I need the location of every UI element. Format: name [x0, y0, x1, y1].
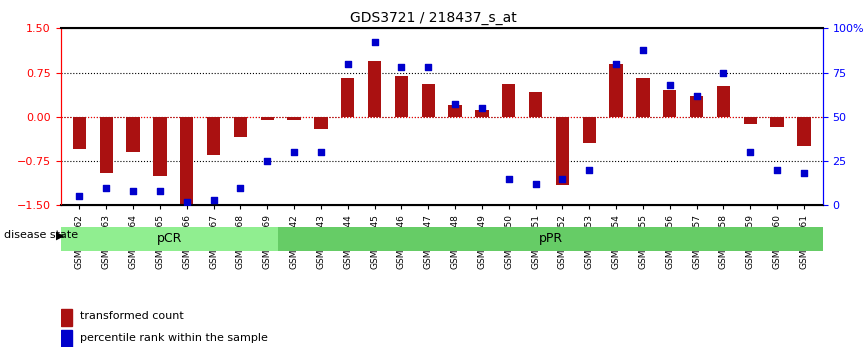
Point [73, 194, 87, 199]
Bar [422, 84, 435, 117]
Point [528, 181, 542, 187]
Point [288, 149, 301, 155]
Point [662, 82, 676, 88]
Bar [771, 117, 784, 127]
Point [314, 149, 328, 155]
Bar [288, 117, 301, 120]
Bar [341, 79, 354, 117]
Text: disease state: disease state [4, 230, 79, 240]
Bar [61, 330, 72, 347]
Point [448, 102, 462, 107]
Point [153, 188, 167, 194]
Point [689, 93, 703, 98]
Point [501, 176, 515, 182]
Point [716, 70, 730, 75]
Bar [100, 117, 113, 173]
Bar [207, 117, 220, 155]
Bar [314, 117, 327, 129]
Bar [610, 64, 623, 117]
Bar [61, 309, 72, 326]
Bar [395, 75, 408, 117]
Bar [73, 117, 86, 149]
Bar [234, 117, 247, 137]
Bar [717, 86, 730, 117]
Bar [449, 105, 462, 117]
Point [770, 167, 784, 173]
Bar [690, 96, 703, 117]
Text: pCR: pCR [157, 233, 182, 245]
Bar [180, 117, 193, 205]
Bar [556, 117, 569, 185]
Bar [368, 61, 381, 117]
Bar [475, 110, 488, 117]
Bar [798, 117, 811, 146]
Point [368, 40, 382, 45]
Bar [502, 84, 515, 117]
FancyBboxPatch shape [61, 227, 278, 251]
Point [126, 188, 140, 194]
Point [797, 171, 811, 176]
Text: ▶: ▶ [56, 230, 65, 240]
Text: pPR: pPR [539, 233, 563, 245]
Point [636, 47, 650, 52]
Point [395, 64, 409, 70]
Bar [583, 117, 596, 143]
FancyBboxPatch shape [278, 227, 823, 251]
Bar [153, 117, 166, 176]
Point [582, 167, 596, 173]
Bar [637, 79, 650, 117]
Bar [663, 90, 676, 117]
Text: GDS3721 / 218437_s_at: GDS3721 / 218437_s_at [350, 11, 516, 25]
Bar [261, 117, 274, 120]
Point [555, 176, 569, 182]
Bar [744, 117, 757, 124]
Point [475, 105, 488, 111]
Point [743, 149, 757, 155]
Point [180, 199, 194, 205]
Point [422, 64, 436, 70]
Bar [126, 117, 139, 152]
Point [261, 158, 275, 164]
Point [609, 61, 623, 67]
Point [341, 61, 355, 67]
Point [100, 185, 113, 190]
Bar [529, 92, 542, 117]
Text: percentile rank within the sample: percentile rank within the sample [80, 332, 268, 343]
Text: transformed count: transformed count [80, 311, 184, 321]
Point [207, 197, 221, 203]
Point [234, 185, 248, 190]
